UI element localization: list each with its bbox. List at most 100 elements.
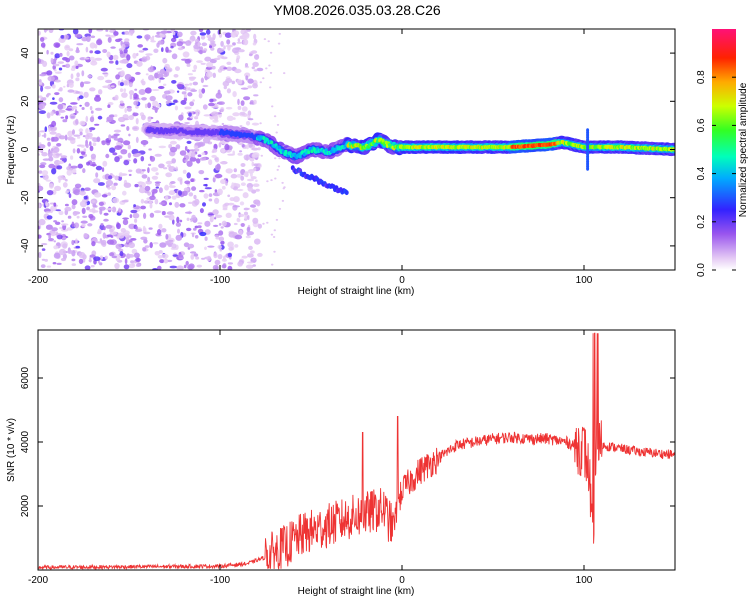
colorbar-gradient [712,29,736,270]
noise-speck [62,236,66,240]
colorbar-tick-label: 0.4 [696,166,707,180]
noise-speck [242,33,250,40]
noise-speck [141,56,148,63]
noise-speck [97,228,102,234]
noise-speck [211,154,217,158]
noise-speck [207,245,215,248]
snr-y-label: SNR (10 * v/v) [6,418,17,482]
noise-speck [85,128,89,134]
spectrogram-y-tick-label: -40 [20,238,31,253]
noise-speck [117,232,125,239]
noise-speck [80,81,84,88]
noise-speck [175,234,183,241]
noise-speck [63,34,69,40]
noise-speck [120,70,125,77]
noise-speck [228,246,234,251]
snr-x-tick-label: -100 [210,575,230,586]
noise-speck [87,75,92,78]
noise-speck [168,190,176,196]
noise-speck [208,102,215,107]
noise-speck [55,43,60,48]
noise-speck [83,91,89,98]
noise-speck [283,72,286,75]
colorbar-tick-label: 0.6 [696,118,707,132]
noise-speck [149,156,156,162]
noise-speck [220,56,228,60]
noise-speck [123,160,130,166]
noise-speck [277,165,281,168]
noise-speck [62,176,66,181]
noise-speck [45,224,53,230]
noise-speck [169,146,178,153]
noise-speck [95,94,100,98]
noise-speck [41,152,48,157]
noise-speck [212,264,219,270]
noise-speck [128,223,136,230]
noise-speck [116,141,122,146]
noise-speck [69,113,76,120]
noise-speck [38,202,41,209]
line-cell [310,149,314,154]
noise-speck [198,92,203,99]
noise-speck [187,92,193,97]
noise-speck [82,168,86,174]
noise-speck [102,232,107,239]
noise-speck [177,228,180,234]
noise-speck [140,80,144,84]
noise-speck [95,165,103,171]
noise-speck [59,153,63,157]
noise-speck [39,73,46,77]
noise-speck [83,148,87,152]
noise-speck [189,101,195,107]
noise-speck [237,152,243,156]
noise-speck [164,240,172,244]
noise-speck [101,140,106,146]
noise-speck [133,158,138,164]
noise-speck [85,134,90,140]
noise-speck [198,29,204,33]
noise-speck [147,176,151,182]
noise-speck [197,41,201,47]
noise-speck [221,185,226,190]
noise-speck [38,131,41,138]
noise-speck [184,159,188,163]
noise-speck [65,115,69,120]
noise-speck [266,221,269,224]
noise-speck [86,35,91,43]
noise-speck [38,30,41,36]
noise-speck [55,110,59,116]
noise-speck [42,174,49,180]
noise-speck [159,202,165,205]
noise-speck [148,74,154,81]
noise-speck [182,169,187,174]
noise-speck [140,236,148,240]
noise-speck [105,79,113,84]
spectrogram-y-label: Frequency (Hz) [6,116,17,185]
noise-speck [220,240,225,245]
noise-speck [38,95,43,99]
noise-speck [156,42,160,48]
snr-y-tick-label: 6000 [20,366,31,389]
noise-speck [120,149,128,155]
noise-speck [49,127,57,132]
noise-speck [231,182,235,189]
noise-speck [178,114,184,121]
noise-speck [191,151,196,158]
noise-speck [110,85,115,88]
noise-speck [214,214,223,218]
noise-speck [154,198,159,205]
noise-speck [246,178,255,182]
noise-speck [78,258,84,265]
noise-speck [186,227,192,232]
noise-speck [248,53,253,57]
noise-speck [213,252,218,259]
noise-speck [212,148,218,153]
noise-speck [53,240,56,243]
noise-speck [100,239,107,246]
noise-speck [199,49,203,55]
noise-speck [75,91,80,94]
noise-speck [64,134,68,141]
noise-speck [147,102,152,109]
noise-speck [129,30,134,36]
noise-speck [135,118,139,125]
